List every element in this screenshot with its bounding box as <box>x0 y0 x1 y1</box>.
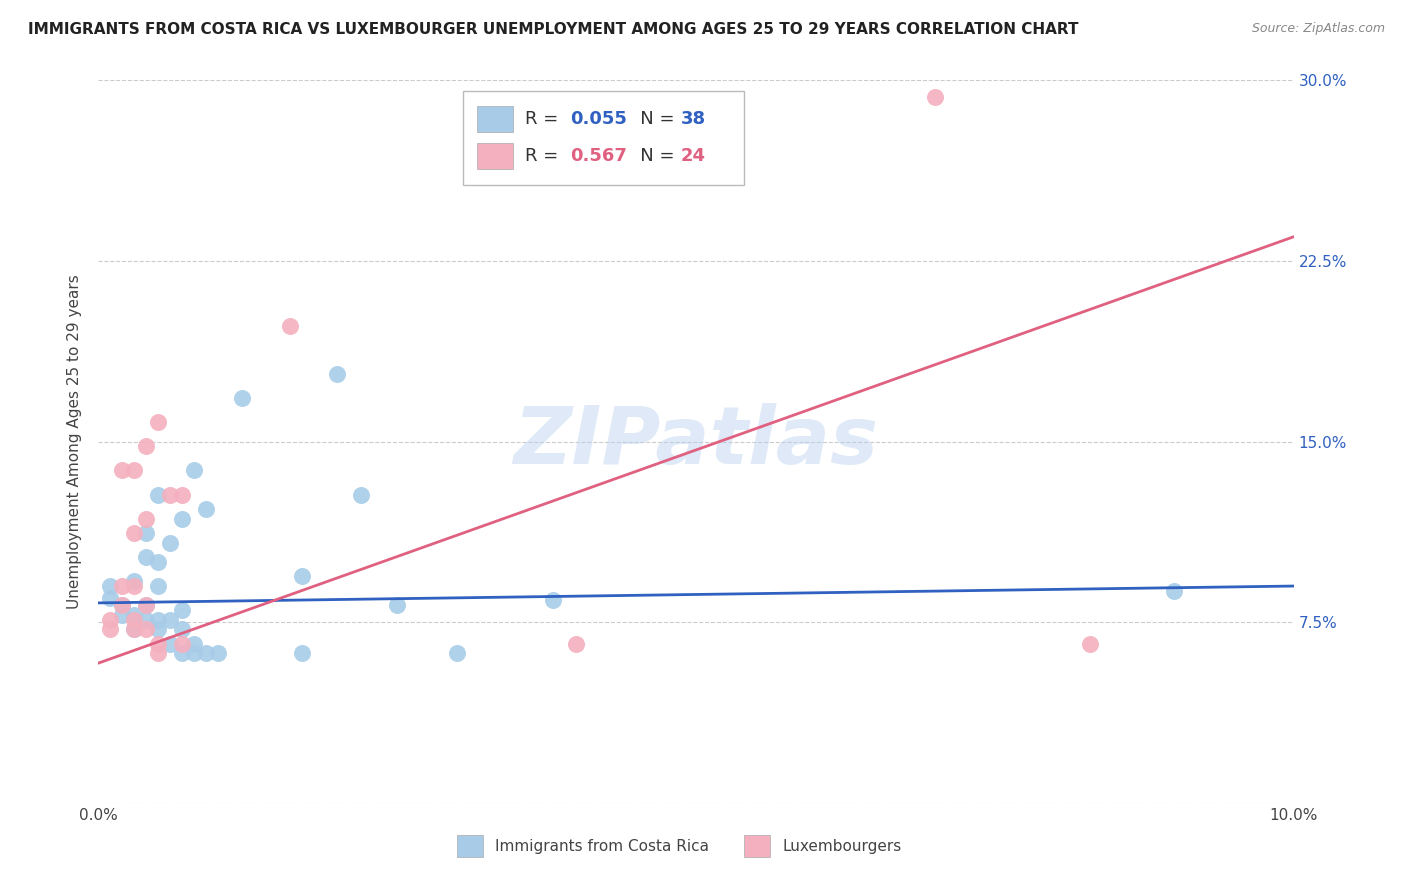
Text: N =: N = <box>623 147 681 165</box>
Point <box>350 487 373 501</box>
Text: R =: R = <box>524 147 564 165</box>
Point <box>159 637 181 651</box>
Point <box>195 502 218 516</box>
Point <box>207 647 229 661</box>
Point <box>135 511 157 525</box>
Point <box>111 599 134 613</box>
Text: 0.055: 0.055 <box>571 110 627 128</box>
Point <box>159 487 181 501</box>
Text: Source: ZipAtlas.com: Source: ZipAtlas.com <box>1251 22 1385 36</box>
Point <box>111 607 134 622</box>
Point <box>98 591 122 605</box>
Point <box>111 579 134 593</box>
Y-axis label: Unemployment Among Ages 25 to 29 years: Unemployment Among Ages 25 to 29 years <box>67 274 83 609</box>
Point <box>148 613 170 627</box>
FancyBboxPatch shape <box>477 143 513 169</box>
Point <box>291 647 314 661</box>
Point <box>172 637 194 651</box>
FancyBboxPatch shape <box>457 835 484 857</box>
Point <box>124 574 146 589</box>
FancyBboxPatch shape <box>744 835 770 857</box>
Point <box>541 593 564 607</box>
Text: 38: 38 <box>681 110 706 128</box>
Text: Luxembourgers: Luxembourgers <box>782 838 901 854</box>
Point <box>98 623 122 637</box>
Text: IMMIGRANTS FROM COSTA RICA VS LUXEMBOURGER UNEMPLOYMENT AMONG AGES 25 TO 29 YEAR: IMMIGRANTS FROM COSTA RICA VS LUXEMBOURG… <box>28 22 1078 37</box>
Point <box>135 599 157 613</box>
Point <box>924 90 946 104</box>
Point <box>98 579 122 593</box>
Point <box>183 637 205 651</box>
Point <box>183 647 205 661</box>
Point <box>326 367 349 381</box>
Point <box>124 623 146 637</box>
Point <box>135 550 157 565</box>
Point <box>172 603 194 617</box>
Point <box>135 439 157 453</box>
Point <box>172 647 194 661</box>
Text: 24: 24 <box>681 147 706 165</box>
Point <box>183 463 205 477</box>
Point <box>565 637 588 651</box>
Point <box>124 463 146 477</box>
Point <box>148 637 170 651</box>
Point <box>1080 637 1102 651</box>
Point <box>135 623 157 637</box>
Point <box>111 463 134 477</box>
Point <box>98 613 122 627</box>
Point <box>172 623 194 637</box>
Point <box>172 511 194 525</box>
Point <box>148 487 170 501</box>
Point <box>159 535 181 549</box>
Text: 0.567: 0.567 <box>571 147 627 165</box>
Text: ZIPatlas: ZIPatlas <box>513 402 879 481</box>
Point <box>148 415 170 429</box>
FancyBboxPatch shape <box>477 105 513 132</box>
FancyBboxPatch shape <box>463 91 744 185</box>
Point <box>1163 583 1185 598</box>
Point <box>124 613 146 627</box>
Text: Immigrants from Costa Rica: Immigrants from Costa Rica <box>495 838 709 854</box>
Point <box>172 487 194 501</box>
Point <box>148 623 170 637</box>
Point <box>124 607 146 622</box>
Point <box>111 599 134 613</box>
Point <box>159 613 181 627</box>
Point <box>148 647 170 661</box>
Text: N =: N = <box>623 110 681 128</box>
Point <box>195 647 218 661</box>
Point <box>291 569 314 583</box>
Point <box>124 579 146 593</box>
Point <box>124 526 146 541</box>
Point <box>446 647 468 661</box>
Point <box>135 526 157 541</box>
Text: R =: R = <box>524 110 564 128</box>
Point <box>148 579 170 593</box>
Point <box>135 613 157 627</box>
Point <box>278 318 301 333</box>
Point <box>231 391 253 405</box>
Point <box>148 555 170 569</box>
Point <box>135 599 157 613</box>
Point <box>385 599 409 613</box>
Point <box>124 623 146 637</box>
